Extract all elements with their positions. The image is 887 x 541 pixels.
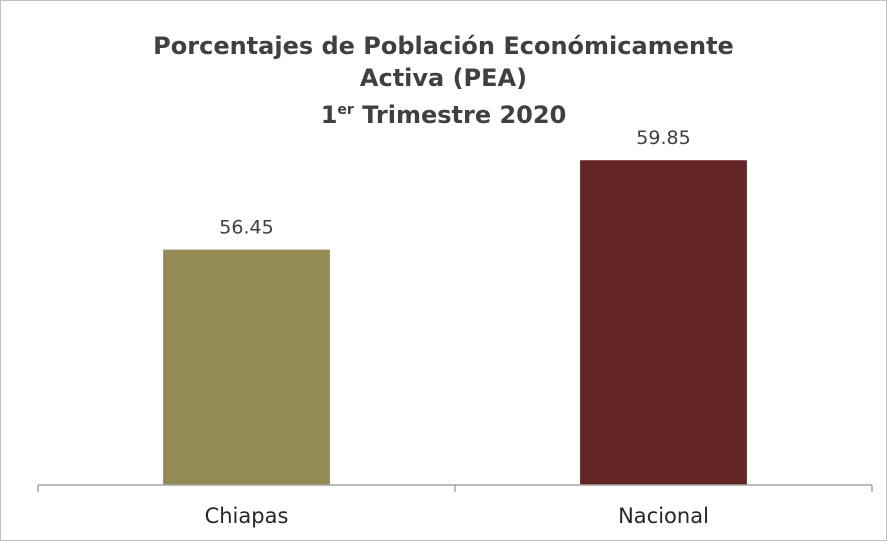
- bars-layer: [163, 160, 747, 486]
- chart-title-line-3: 1er Trimestre 2020: [0, 94, 887, 131]
- x-tick-label-nacional: Nacional: [618, 504, 709, 528]
- chart-title-line-2: Activa (PEA): [359, 64, 528, 92]
- bar-nacional: [580, 160, 747, 486]
- x-axis-ticks: [37, 485, 873, 492]
- bar-chiapas: [163, 249, 330, 485]
- data-label-nacional: 59.85: [636, 127, 690, 149]
- title-quarter-number: 1: [320, 101, 338, 129]
- x-tick-label-chiapas: Chiapas: [205, 504, 289, 528]
- title-period: Trimestre 2020: [353, 101, 567, 129]
- labels-layer: 56.45 Chiapas 59.85 Nacional: [205, 127, 709, 528]
- title-quarter-ordinal: er: [337, 102, 354, 118]
- chart-title-line-1: Porcentajes de Población Económicamente: [153, 32, 734, 60]
- data-label-chiapas: 56.45: [219, 217, 273, 239]
- chart-title: Porcentajes de Población Económicamente …: [0, 30, 887, 131]
